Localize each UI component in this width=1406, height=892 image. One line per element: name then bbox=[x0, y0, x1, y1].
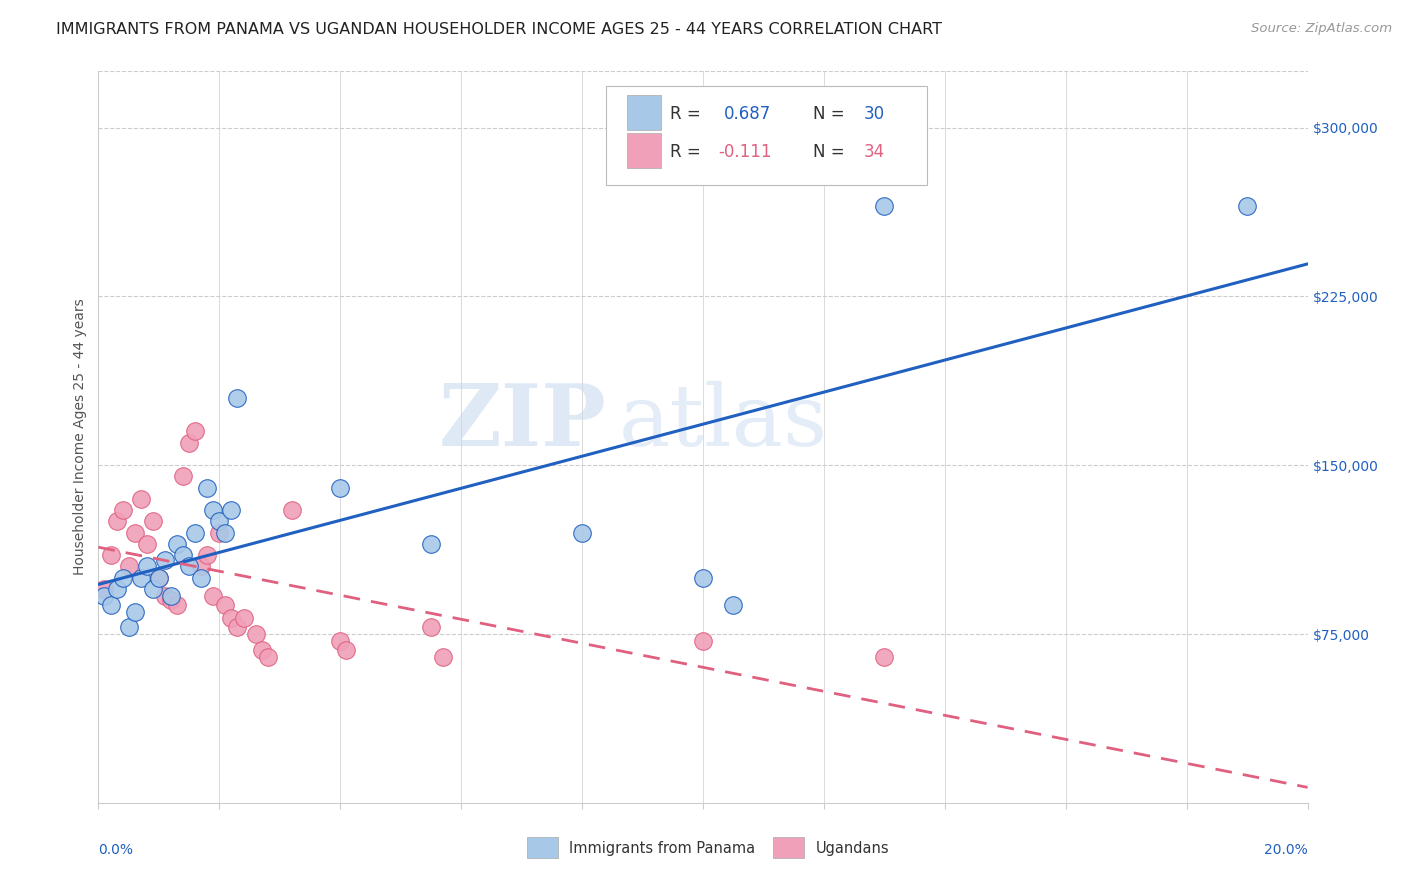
Point bbox=[93, 589, 115, 603]
Text: Source: ZipAtlas.com: Source: ZipAtlas.com bbox=[1251, 22, 1392, 36]
FancyBboxPatch shape bbox=[627, 95, 661, 130]
Text: Immigrants from Panama: Immigrants from Panama bbox=[569, 841, 755, 855]
Point bbox=[873, 649, 896, 664]
Text: R =: R = bbox=[671, 104, 706, 123]
Point bbox=[179, 559, 201, 574]
Point bbox=[190, 571, 212, 585]
Point bbox=[166, 598, 188, 612]
Text: N =: N = bbox=[813, 104, 849, 123]
Point bbox=[221, 503, 243, 517]
Point bbox=[124, 605, 146, 619]
Point bbox=[692, 633, 714, 648]
Point bbox=[420, 620, 443, 634]
Point bbox=[184, 525, 207, 540]
Point bbox=[208, 515, 231, 529]
Point bbox=[100, 598, 122, 612]
Point bbox=[420, 537, 443, 551]
Point bbox=[129, 571, 152, 585]
Point bbox=[153, 589, 176, 603]
Point bbox=[214, 598, 236, 612]
Text: -0.111: -0.111 bbox=[718, 143, 772, 161]
FancyBboxPatch shape bbox=[606, 86, 927, 185]
Point bbox=[142, 515, 165, 529]
Point bbox=[105, 582, 128, 596]
Text: R =: R = bbox=[671, 143, 706, 161]
Point bbox=[226, 391, 249, 405]
Point bbox=[1236, 199, 1258, 213]
Text: 30: 30 bbox=[863, 104, 884, 123]
Point bbox=[256, 649, 278, 664]
Point bbox=[190, 559, 212, 574]
Y-axis label: Householder Income Ages 25 - 44 years: Householder Income Ages 25 - 44 years bbox=[73, 299, 87, 575]
Point bbox=[153, 553, 176, 567]
Point bbox=[329, 481, 352, 495]
Point bbox=[124, 525, 146, 540]
Text: 0.687: 0.687 bbox=[724, 104, 770, 123]
Text: ZIP: ZIP bbox=[439, 381, 606, 465]
Text: IMMIGRANTS FROM PANAMA VS UGANDAN HOUSEHOLDER INCOME AGES 25 - 44 YEARS CORRELAT: IMMIGRANTS FROM PANAMA VS UGANDAN HOUSEH… bbox=[56, 22, 942, 37]
Text: N =: N = bbox=[813, 143, 849, 161]
Point bbox=[179, 435, 201, 450]
Point bbox=[226, 620, 249, 634]
Point bbox=[166, 537, 188, 551]
Point bbox=[723, 598, 745, 612]
Point bbox=[432, 649, 454, 664]
Point bbox=[195, 481, 218, 495]
Point bbox=[329, 633, 352, 648]
Point bbox=[135, 559, 157, 574]
Point bbox=[221, 611, 243, 625]
Point bbox=[105, 515, 128, 529]
Point bbox=[160, 593, 183, 607]
Point bbox=[232, 611, 254, 625]
Text: 0.0%: 0.0% bbox=[98, 843, 134, 857]
Point bbox=[873, 199, 896, 213]
Point bbox=[202, 503, 225, 517]
Point bbox=[195, 548, 218, 562]
Text: atlas: atlas bbox=[619, 381, 828, 464]
FancyBboxPatch shape bbox=[627, 133, 661, 168]
Point bbox=[172, 469, 194, 483]
Point bbox=[172, 548, 194, 562]
Point bbox=[111, 571, 134, 585]
Text: 34: 34 bbox=[863, 143, 884, 161]
Point bbox=[142, 582, 165, 596]
Point bbox=[281, 503, 304, 517]
Text: Ugandans: Ugandans bbox=[815, 841, 889, 855]
Point bbox=[692, 571, 714, 585]
Point bbox=[250, 642, 273, 657]
Point bbox=[160, 589, 183, 603]
Point bbox=[245, 627, 267, 641]
Point bbox=[202, 589, 225, 603]
Point bbox=[100, 548, 122, 562]
Point bbox=[335, 642, 357, 657]
Point bbox=[148, 571, 170, 585]
Point bbox=[214, 525, 236, 540]
Point bbox=[135, 537, 157, 551]
Point bbox=[111, 503, 134, 517]
Point bbox=[129, 491, 152, 506]
Point bbox=[208, 525, 231, 540]
Point bbox=[93, 582, 115, 596]
Point bbox=[148, 571, 170, 585]
Point bbox=[118, 620, 141, 634]
Point bbox=[571, 525, 593, 540]
Point bbox=[184, 425, 207, 439]
Text: 20.0%: 20.0% bbox=[1264, 843, 1308, 857]
Point bbox=[118, 559, 141, 574]
